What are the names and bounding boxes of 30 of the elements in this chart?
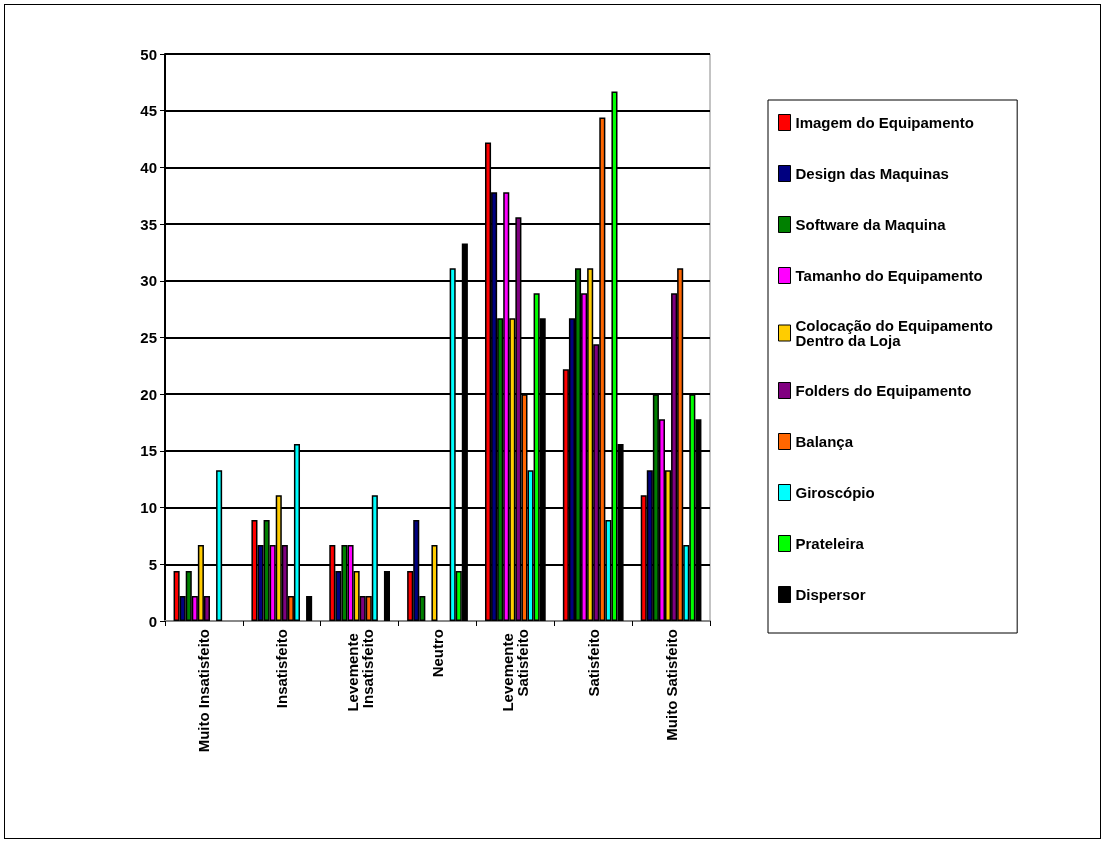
y-tick-label: 0	[148, 612, 157, 630]
x-tick-label: Levemente Satisfeito	[499, 629, 532, 712]
x-tick-label: Muito Insatisfeito	[195, 629, 213, 753]
y-tick-label: 40	[140, 158, 157, 176]
y-tick-label: 35	[140, 215, 157, 233]
x-tick-label: Satisfeito	[584, 629, 602, 697]
y-tick-label: 10	[140, 499, 157, 517]
y-tick-label: 45	[140, 102, 157, 120]
legend-label: Software da Maquina	[795, 216, 947, 233]
legend-label: Folders do Equipamento	[795, 382, 972, 399]
x-tick-label: Levemente Insatisfeito	[343, 629, 376, 712]
bar	[306, 596, 313, 621]
legend-label: Giroscópio	[795, 484, 875, 501]
legend-label: Balança	[795, 433, 854, 450]
legend-label: Tamanho do Equipamento	[795, 267, 983, 284]
x-tick-label: Insatisfeito	[273, 629, 291, 709]
legend-label: Colocação do Equipamento Dentro da Loja	[795, 317, 998, 349]
y-tick-label: 5	[148, 555, 157, 573]
x-tick-label: Neutro	[429, 629, 446, 678]
y-tick-label: 50	[140, 45, 157, 63]
legend-label: Dispersor	[795, 586, 866, 603]
y-tick-label: 15	[140, 442, 157, 460]
legend-label: Imagem do Equipamento	[795, 114, 974, 131]
y-tick-label: 25	[140, 329, 157, 346]
y-tick-label: 20	[140, 385, 157, 403]
y-tick-label: 30	[140, 272, 157, 290]
x-tick-label: Muito Satisfeito	[662, 629, 680, 741]
legend-label: Prateleira	[795, 535, 865, 552]
legend-label: Design das Maquinas	[795, 165, 949, 182]
bar	[383, 571, 391, 621]
